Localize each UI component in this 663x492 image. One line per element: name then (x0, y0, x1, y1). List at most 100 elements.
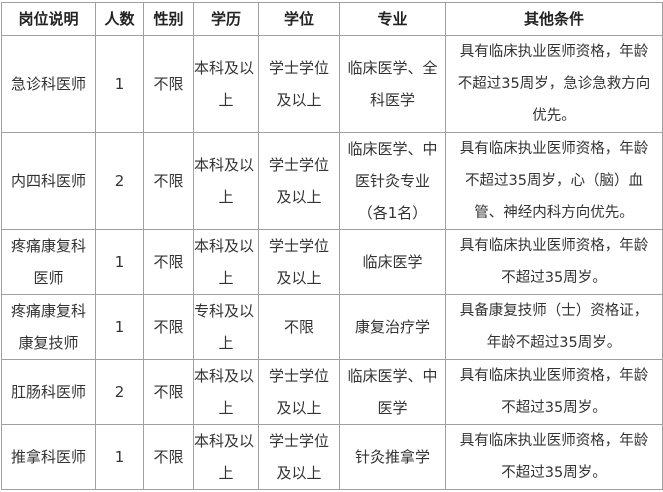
table-row: 推拿科医师 1 不限 本科及以上学士学位 及以上 针灸推拿学 具有临床执业医师资格，年龄 不超… (1, 424, 663, 490)
table-header-row: 岗位说明 人数 性别 学历 学位 专业 其他条件 (1, 2, 663, 36)
cell-degree: 学士学位 及以上 (258, 35, 340, 133)
count-line: 1 (114, 75, 125, 93)
conditions-line: 不超过35周岁。 (501, 400, 607, 416)
header-conditions: 其他条件 (445, 2, 663, 36)
education-line: 专科及以 (194, 302, 255, 320)
conditions-line: 不超过35周岁。 (501, 270, 607, 286)
cell-count: 1 (95, 35, 144, 133)
count-line: 2 (114, 172, 125, 190)
gender-line: 不限 (153, 448, 184, 466)
major-line: 医学 (377, 399, 408, 417)
education-line: 上 (218, 188, 234, 206)
education-line: 上 (218, 334, 234, 352)
major-line: 临床医学、全 (347, 59, 438, 77)
position-line: 推拿科医师 (10, 448, 86, 466)
table-row: 内四科医师 2 不限 本科及以上学士学位 及以上 临床医学、中 医针灸专业 （各1名） 具有临床… (1, 132, 663, 230)
cell-degree: 学士学位 及以上 (258, 132, 340, 230)
cell-major: 临床医学 (339, 229, 446, 295)
education-line: 本科及以 (194, 59, 255, 77)
degree-line: 学士学位 (268, 156, 329, 174)
conditions-line: 年龄不超过35周岁。 (486, 335, 622, 351)
cell-count: 2 (95, 132, 144, 230)
cell-education: 本科及以上 (193, 359, 259, 425)
cell-education: 本科及以上 (193, 229, 259, 295)
gender-line: 不限 (153, 253, 184, 271)
cell-position: 推拿科医师 (1, 424, 96, 490)
cell-degree: 学士学位 及以上 (258, 359, 340, 425)
conditions-line: 具有临床执业医师资格，年龄 (459, 433, 649, 449)
cell-count: 1 (95, 424, 144, 490)
cell-conditions: 具有临床执业医师资格，年龄 不超过35周岁。 (445, 359, 663, 425)
table-row: 急诊科医师 1 不限 本科及以上学士学位 及以上 临床医学、全 科医学 具有临床执业医师资格，… (1, 35, 663, 133)
cell-conditions: 具有临床执业医师资格，年龄 不超过35周岁。 (445, 424, 663, 490)
gender-line: 不限 (153, 318, 184, 336)
conditions-line: 不超过35周岁，急诊急救方向 (457, 76, 651, 92)
major-line: 医针灸专业 (354, 172, 430, 190)
cell-degree: 不限 (258, 294, 340, 360)
cell-conditions: 具有临床执业医师资格，年龄 不超过35周岁。 (445, 229, 663, 295)
conditions-line: 具有临床执业医师资格，年龄 (459, 238, 649, 254)
education-line: 上 (218, 269, 234, 287)
conditions-line: 不超过35周岁。 (501, 465, 607, 481)
cell-count: 1 (95, 294, 144, 360)
cell-major: 针灸推拿学 (339, 424, 446, 490)
degree-line: 学士学位 (268, 59, 329, 77)
cell-gender: 不限 (143, 35, 194, 133)
education-line: 本科及以 (194, 156, 255, 174)
conditions-line: 具备康复技师（士）资格证， (459, 303, 649, 319)
education-line: 本科及以 (194, 367, 255, 385)
conditions-line: 具有临床执业医师资格，年龄 (459, 141, 649, 157)
cell-gender: 不限 (143, 294, 194, 360)
cell-education: 本科及以上 (193, 132, 259, 230)
conditions-line: 具有临床执业医师资格，年龄 (459, 368, 649, 384)
header-position: 岗位说明 (1, 2, 96, 36)
header-major: 专业 (339, 2, 446, 36)
header-count: 人数 (95, 2, 144, 36)
degree-line: 学士学位 (268, 432, 329, 450)
position-line: 急诊科医师 (10, 75, 86, 93)
degree-line: 学士学位 (268, 237, 329, 255)
degree-line: 及以上 (276, 188, 322, 206)
cell-education: 专科及以上 (193, 294, 259, 360)
cell-count: 1 (95, 229, 144, 295)
position-line: 疼痛康复科 (10, 237, 86, 255)
position-line: 医师 (33, 269, 64, 287)
position-line: 康复技师 (18, 334, 79, 352)
cell-conditions: 具备康复技师（士）资格证， 年龄不超过35周岁。 (445, 294, 663, 360)
count-line: 1 (114, 448, 125, 466)
cell-position: 疼痛康复科 康复技师 (1, 294, 96, 360)
table-row: 肛肠科医师 2 不限 本科及以上学士学位 及以上 临床医学、中 医学 具有临床执业医师资格，年… (1, 359, 663, 425)
degree-line: 及以上 (276, 464, 322, 482)
conditions-line: 不超过35周岁，心（脑）血 (465, 173, 643, 189)
degree-line: 不限 (283, 318, 314, 336)
count-line: 1 (114, 253, 125, 271)
education-line: 上 (218, 464, 234, 482)
gender-line: 不限 (153, 383, 184, 401)
conditions-line: 管、神经内科方向优先。 (474, 205, 634, 221)
education-line: 上 (218, 399, 234, 417)
cell-gender: 不限 (143, 424, 194, 490)
count-line: 2 (114, 383, 125, 401)
cell-position: 肛肠科医师 (1, 359, 96, 425)
cell-gender: 不限 (143, 229, 194, 295)
degree-line: 及以上 (276, 91, 322, 109)
position-line: 疼痛康复科 (10, 302, 86, 320)
position-line: 肛肠科医师 (10, 383, 86, 401)
cell-degree: 学士学位 及以上 (258, 424, 340, 490)
conditions-line: 优先。 (532, 108, 576, 124)
cell-conditions: 具有临床执业医师资格，年龄 不超过35周岁，心（脑）血 管、神经内科方向优先。 (445, 132, 663, 230)
conditions-line: 具有临床执业医师资格，年龄 (459, 44, 649, 60)
education-line: 上 (218, 91, 234, 109)
header-degree: 学位 (258, 2, 340, 36)
count-line: 1 (114, 318, 125, 336)
table-row: 疼痛康复科 医师 1 不限 本科及以上学士学位 及以上 临床医学 具有临床执业医师资格，年龄不… (1, 229, 663, 295)
major-line: 针灸推拿学 (354, 448, 430, 466)
degree-line: 及以上 (276, 269, 322, 287)
cell-degree: 学士学位 及以上 (258, 229, 340, 295)
cell-position: 内四科医师 (1, 132, 96, 230)
major-line: 临床医学 (362, 253, 423, 271)
education-line: 本科及以 (194, 237, 255, 255)
gender-line: 不限 (153, 172, 184, 190)
cell-major: 临床医学、中 医学 (339, 359, 446, 425)
